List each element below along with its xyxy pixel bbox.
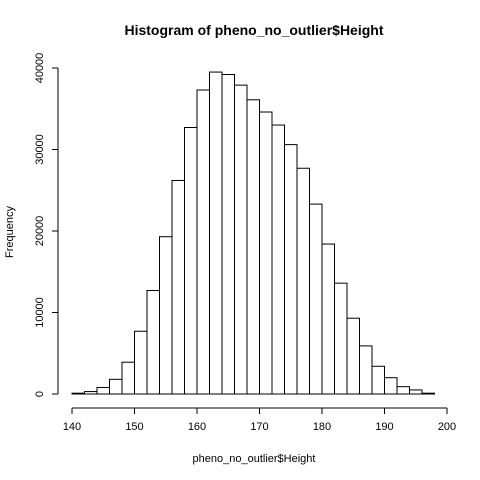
histogram-bar [171,179,185,395]
histogram-bar [384,377,398,395]
x-tick-label: 180 [313,421,331,433]
histogram-bar [184,127,198,395]
histogram-bar [309,203,323,395]
histogram-bar [321,243,335,395]
histogram-bar [109,378,123,395]
x-tick-label: 160 [188,421,206,433]
histogram-bar [221,74,235,395]
histogram-bar [209,71,223,395]
histogram-bar [196,89,210,395]
histogram-bar [246,99,260,395]
x-tick-label: 150 [125,421,143,433]
histogram-bar [259,111,273,395]
x-axis: 140 150 160 170 180 190 200 [63,407,456,433]
histogram-bar [71,392,85,395]
histogram-bar [234,84,248,395]
y-tick-label: 0 [34,391,46,397]
histogram-bar [334,282,348,395]
histogram-bar [134,330,148,395]
histogram-bar [296,167,310,395]
histogram-bar [96,386,110,395]
histogram-bar [159,236,173,395]
x-tick-label: 140 [63,421,81,433]
y-axis-label: Frequency [4,206,16,258]
y-tick-label: 20000 [34,216,46,247]
x-axis-label: pheno_no_outlier$Height [193,453,316,465]
histogram-bar [346,317,360,395]
histogram-bar [359,345,373,395]
histogram-bars [71,71,435,395]
histogram-bar [146,290,160,395]
histogram-bar [284,144,298,395]
y-tick-label: 10000 [34,297,46,328]
x-tick-label: 170 [250,421,268,433]
chart-title: Histogram of pheno_no_outlier$Height [124,22,383,38]
histogram-bar [421,392,435,395]
histogram-bar [271,124,285,395]
y-tick-label: 30000 [34,134,46,165]
histogram-bar [396,386,410,395]
histogram-bar [121,361,135,395]
histogram-bar [409,389,423,395]
x-tick-label: 200 [438,421,456,433]
histogram-bar [84,391,98,395]
histogram-bar [371,365,385,395]
x-tick-label: 190 [375,421,393,433]
y-tick-label: 40000 [34,53,46,84]
y-axis: 0 10000 20000 30000 40000 [34,53,59,397]
